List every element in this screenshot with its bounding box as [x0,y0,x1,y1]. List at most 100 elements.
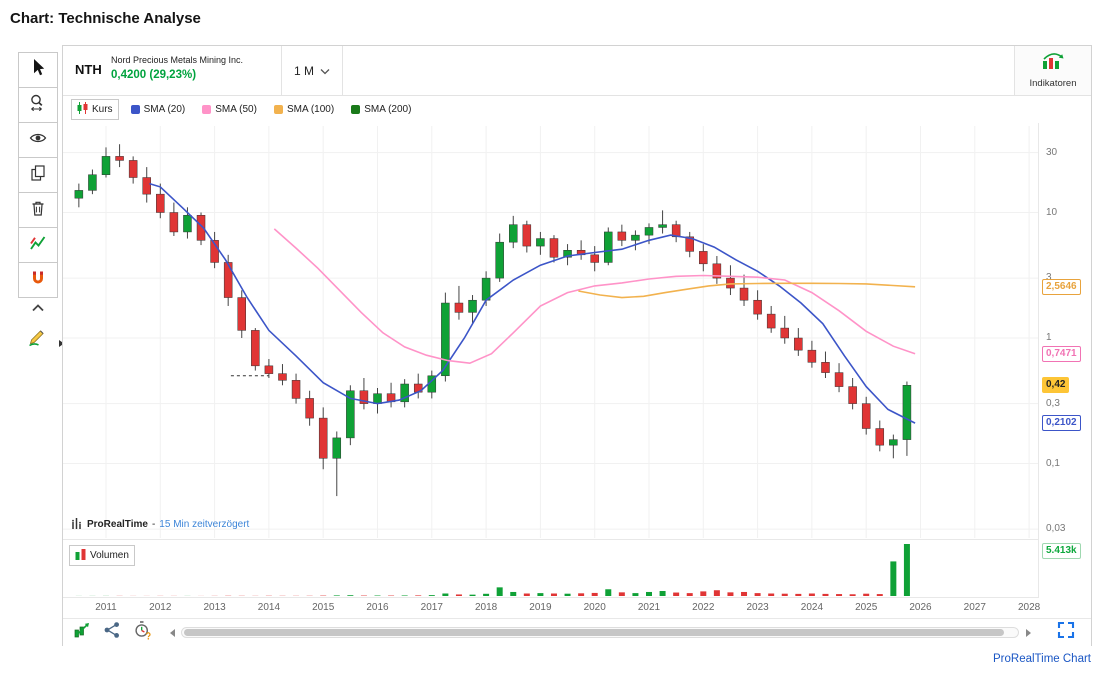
fullscreen-button[interactable] [1055,620,1077,645]
chevron-down-icon [320,64,330,78]
price-tick-label: 3 [1046,272,1052,284]
year-tick-label: 2018 [474,602,498,613]
scrollbar-thumb[interactable] [184,629,1004,636]
legend-volumen-label: Volumen [90,550,129,561]
instrument-symbol: NTH [75,62,102,77]
legend-volumen[interactable]: Volumen [69,545,135,566]
sma100-color-swatch [273,105,283,114]
price-chart-canvas[interactable] [63,126,1038,538]
trash-icon [28,198,48,223]
year-tick-label: 2013 [203,602,226,613]
price-tick-label: 0,03 [1046,523,1066,535]
year-tick-label: 2027 [963,602,986,613]
watermark-dash: - [151,519,156,530]
year-tick-label: 2025 [855,602,878,613]
duplicate-tool-button[interactable] [18,157,58,193]
watermark: ProRealTime - 15 Min zeitverzögert [71,516,249,533]
pattern-tool-button[interactable] [71,622,93,644]
fullscreen-icon [1056,620,1076,645]
indicators-button[interactable]: Indikatoren [1014,46,1091,95]
legend-sma20-label: SMA (20) [143,104,186,115]
volume-chart[interactable]: Volumen [63,539,1038,598]
legend-kurs[interactable]: Kurs [71,99,119,120]
prorealtime-chart-link[interactable]: ProRealTime Chart [993,653,1091,665]
cursor-tool-button[interactable] [18,52,58,88]
legend-sma100[interactable]: SMA (100) [269,102,339,117]
year-tick-label: 2016 [366,602,389,613]
copy-icon [28,163,48,188]
year-tick-label: 2019 [529,602,552,613]
time-axis[interactable]: 2011 2012 2013 2014 2015 2016 2017 2018 2019 2020… [63,598,1040,618]
volume-value-tag: 5.413k [1042,543,1081,559]
page-title: Chart: Technische Analyse [10,10,201,27]
stopwatch-icon [132,620,152,645]
year-tick-label: 2014 [257,602,281,613]
zoom-icon [28,93,48,118]
price-tick-label: 1 [1046,332,1052,343]
price-tick-label: 0,1 [1046,457,1060,469]
delay-notice-link[interactable]: 15 Min zeitverzögert [159,519,250,530]
price-tick-label: 10 [1046,206,1058,218]
sma200-color-swatch [351,105,361,114]
volume-chart-canvas[interactable] [63,540,1038,597]
delete-tool-button[interactable] [18,192,58,228]
year-tick-label: 2022 [692,602,715,613]
magnet-tool-button[interactable] [18,262,58,298]
year-tick-label: 2017 [420,602,443,613]
legend-sma100-label: SMA (100) [286,104,335,115]
timer-button[interactable] [131,620,153,645]
chart-scrollbar [167,627,1033,639]
candlestick-icon [77,102,88,117]
indicators-label: Indikatoren [1029,78,1077,89]
bottom-toolbar [63,618,1091,646]
year-tick-label: 2024 [800,602,824,613]
legend-sma200[interactable]: SMA (200) [346,102,416,117]
chevron-up-icon [28,298,48,323]
sma50-color-swatch [202,105,212,114]
year-tick-label: 2028 [1017,602,1041,613]
chart-header: NTH Nord Precious Metals Mining Inc. 0,4… [63,46,1091,96]
watermark-brand: ProRealTime [87,519,148,530]
scroll-left-button[interactable] [167,627,177,639]
candles-arrow-icon [72,620,92,645]
legend-sma20[interactable]: SMA (20) [126,102,191,117]
price-tag-0,2102: 0,2102 [1042,415,1081,431]
price-tick-label: 30 [1046,146,1058,158]
instrument-name: Nord Precious Metals Mining Inc. [111,55,244,65]
zoom-tool-button[interactable] [18,87,58,123]
price-axis[interactable]: 5.413k 30 10 3 1 0,3 0,1 0,03 2,5646 0,7471 0,42 0… [1038,123,1092,598]
timeframe-value: 1 M [293,63,314,78]
price-tag-0,7471: 0,7471 [1042,345,1081,362]
price-tag-2,5646: 2,5646 [1042,278,1081,295]
price-tick-label: 0,3 [1046,397,1060,409]
cursor-icon [28,58,48,83]
magnet-icon [28,268,48,293]
year-tick-label: 2026 [909,602,932,613]
year-tick-label: 2021 [637,602,661,613]
scrollbar-track[interactable] [181,627,1019,638]
legend-row: Kurs SMA (20) SMA (50) SMA (100) SMA (20… [63,96,1038,123]
draw-tool-button[interactable] [18,322,64,356]
legend-sma50[interactable]: SMA (50) [197,102,262,117]
price-chart[interactable]: ProRealTime - 15 Min zeitverzögert [63,126,1038,538]
indicators-icon [1040,52,1066,75]
legend-sma200-label: SMA (200) [364,104,412,115]
scroll-right-button[interactable] [1023,627,1033,639]
left-toolbar [18,52,64,356]
chart-style-tool-button[interactable] [18,227,58,263]
prorealtime-logo-icon [71,516,83,533]
flyout-arrow-icon [59,335,65,353]
year-tick-label: 2011 [95,602,117,613]
year-tick-label: 2012 [149,602,172,613]
collapse-toolbar-button[interactable] [18,298,58,322]
legend-sma50-label: SMA (50) [215,104,257,115]
view-tool-button[interactable] [18,122,58,158]
eye-icon [28,128,48,153]
chart-widget: NTH Nord Precious Metals Mining Inc. 0,4… [62,45,1092,646]
legend-kurs-label: Kurs [92,104,113,115]
timeframe-dropdown[interactable]: 1 M [281,46,343,95]
share-button[interactable] [101,622,123,644]
price-tag-0,42: 0,42 [1042,377,1070,394]
pencil-icon [27,326,49,353]
